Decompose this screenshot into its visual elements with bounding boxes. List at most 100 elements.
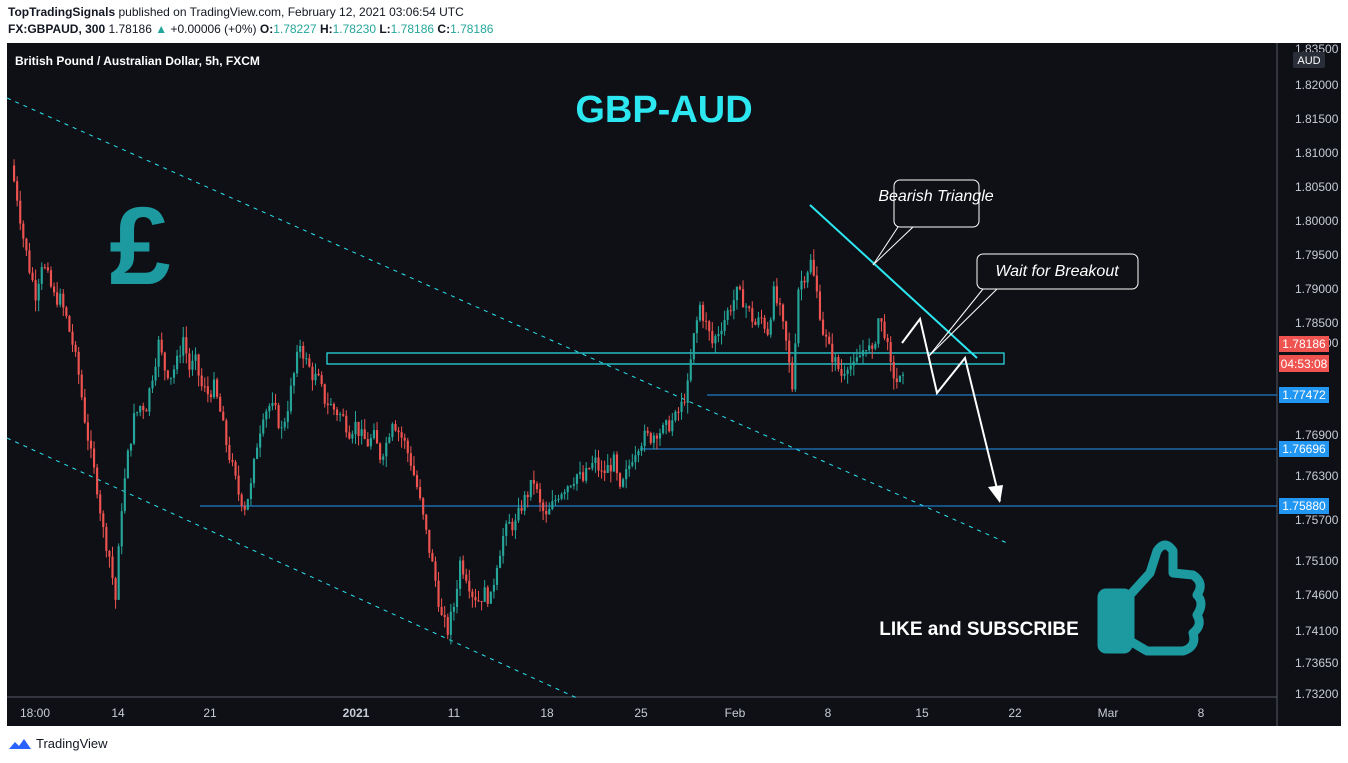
candle-body <box>785 321 788 341</box>
candle-body <box>569 485 572 487</box>
candle-body <box>231 459 234 462</box>
chart-area[interactable]: 1.83500 1.82000 1.81500 1.81000 1.80500 1.800… <box>6 42 1341 726</box>
candle-body <box>720 330 723 335</box>
candle-body <box>397 430 400 433</box>
candle-body <box>523 494 526 511</box>
callout-pointer-3 <box>928 288 984 357</box>
candle-body <box>603 470 606 473</box>
time-tick-label: 8 <box>825 706 832 720</box>
candle-body <box>375 430 379 444</box>
callout-pointer-4 <box>928 288 998 357</box>
candle-body <box>289 385 292 412</box>
author-name[interactable]: TopTradingSignals <box>8 5 116 19</box>
time-axis[interactable]: 18:00 14 21 2021 11 18 25 Feb 8 15 22 Mar 8 <box>20 706 1205 720</box>
candle-body <box>369 438 372 447</box>
candle-body <box>225 420 228 446</box>
candle-body <box>222 411 225 421</box>
channel-lower-line[interactable] <box>6 437 578 699</box>
candle-body <box>542 502 545 512</box>
candle-body <box>311 366 314 381</box>
candle-body <box>898 375 902 383</box>
candle-body <box>858 355 862 358</box>
candle-body <box>880 318 883 322</box>
candle-body <box>766 328 769 335</box>
forecast-path[interactable] <box>901 316 1001 502</box>
candle-body <box>791 362 794 390</box>
candle-body <box>176 355 179 370</box>
candle-body <box>166 370 169 379</box>
level-badge[interactable] <box>1279 441 1329 457</box>
candle-body <box>31 272 34 281</box>
candle-body <box>123 478 126 512</box>
candle-body <box>179 355 182 357</box>
level-badge-label: 1.76696 <box>1282 442 1326 456</box>
level-badge[interactable] <box>1279 387 1329 403</box>
candle-body <box>846 369 849 375</box>
candle-body <box>326 403 329 406</box>
candle-body <box>754 321 757 325</box>
candle-body <box>59 293 62 305</box>
candle-body <box>698 304 702 321</box>
candle-body <box>455 588 459 607</box>
time-tick-label: 25 <box>634 706 648 720</box>
price-axis[interactable]: 1.835001.820001.815001.810001.805001.800… <box>1279 42 1339 701</box>
candle-body <box>302 345 305 359</box>
candles <box>12 159 905 645</box>
wait-breakout-callout[interactable] <box>976 253 1139 290</box>
candle-body <box>114 578 117 600</box>
candle-body <box>16 181 19 201</box>
price-tick-label: 1.82000 <box>1295 78 1339 92</box>
channel-upper-line[interactable] <box>6 97 1008 544</box>
candle-body <box>674 411 677 421</box>
tradingview-footer[interactable]: TradingView <box>8 736 108 751</box>
candle-body <box>538 489 542 503</box>
candle-body <box>286 411 289 422</box>
candle-body <box>486 587 489 604</box>
candle-body <box>852 361 855 366</box>
last-price-badge[interactable] <box>1279 336 1329 352</box>
candle-body <box>83 397 86 423</box>
candle-body <box>458 560 462 589</box>
candle-body <box>105 526 108 551</box>
time-tick-label: 21 <box>203 706 217 720</box>
like-subscribe-text: LIKE and SUBSCRIBE <box>879 619 1079 640</box>
countdown-badge[interactable] <box>1279 355 1329 372</box>
candle-body <box>566 486 569 493</box>
candle-body <box>157 339 160 367</box>
bearish-triangle-callout[interactable] <box>893 179 980 228</box>
price-chart[interactable]: 1.835001.820001.815001.810001.805001.800… <box>6 42 1341 726</box>
time-tick-label: 2021 <box>343 706 370 720</box>
candle-body <box>182 337 185 356</box>
candle-body <box>437 580 440 607</box>
level-badge[interactable] <box>1279 498 1329 514</box>
currency-badge[interactable] <box>1293 52 1325 68</box>
candle-body <box>609 465 612 472</box>
candle-body <box>781 304 785 322</box>
candle-body <box>151 380 154 389</box>
candle-body <box>246 498 249 510</box>
candle-body <box>646 430 649 433</box>
triangle-resistance-line[interactable] <box>809 204 978 359</box>
candle-body <box>80 374 83 398</box>
candle-body <box>480 600 483 602</box>
candle-body <box>806 272 809 283</box>
candle-body <box>483 587 486 602</box>
candle-body <box>526 494 529 498</box>
candle-body <box>711 331 714 344</box>
candle-body <box>434 561 437 581</box>
candle-body <box>495 567 499 585</box>
last-price-label: 1.78186 <box>1282 337 1326 351</box>
candle-body <box>735 286 738 301</box>
candle-body <box>594 457 597 464</box>
candle-body <box>299 345 302 352</box>
candle-body <box>545 511 548 515</box>
candle-body <box>228 445 231 460</box>
candle-body <box>677 411 680 413</box>
support-zone[interactable] <box>326 352 1005 365</box>
bearish-label-1: Bearish Triangle <box>878 188 993 205</box>
candle-body <box>449 611 452 635</box>
footer-brand: TradingView <box>36 736 108 751</box>
candle-body <box>465 574 468 581</box>
candle-body <box>280 427 283 429</box>
candle-body <box>640 446 643 452</box>
